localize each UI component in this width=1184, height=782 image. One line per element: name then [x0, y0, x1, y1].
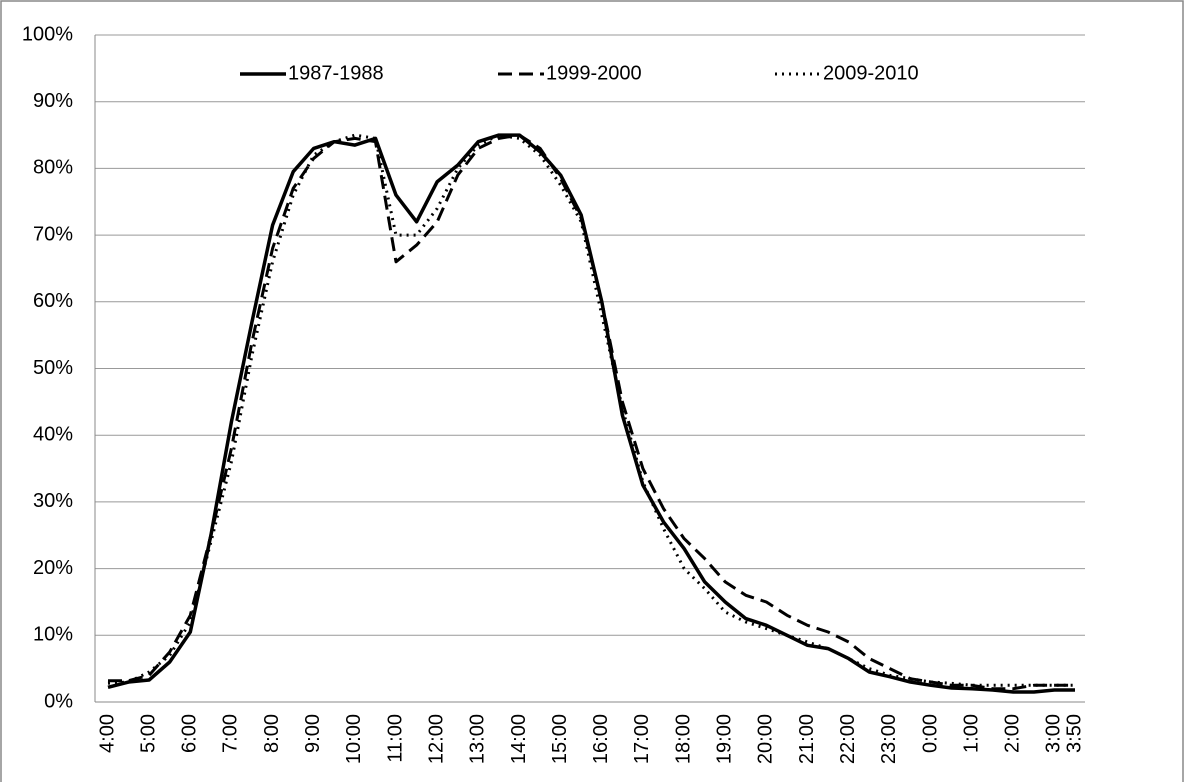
- x-tick-label: 11:00: [384, 714, 406, 763]
- x-tick-label: 4:00: [96, 714, 118, 753]
- x-tick-label: 23:00: [878, 714, 900, 764]
- x-tick-label: 3:50: [1063, 714, 1085, 753]
- x-tick-label: 16:00: [590, 714, 612, 764]
- x-tick-label: 14:00: [508, 714, 530, 764]
- x-tick-label: 18:00: [672, 714, 694, 764]
- y-tick-label: 80%: [33, 157, 73, 179]
- x-tick-label: 1:00: [960, 714, 982, 753]
- y-tick-label: 60%: [33, 290, 73, 312]
- y-tick-label: 10%: [33, 624, 73, 646]
- x-tick-label: 20:00: [755, 714, 777, 764]
- x-tick-label: 6:00: [179, 714, 201, 753]
- x-tick-label: 10:00: [343, 714, 365, 764]
- x-tick-label: 5:00: [137, 714, 159, 753]
- series-line: [108, 133, 1075, 691]
- y-tick-label: 30%: [33, 490, 73, 512]
- y-tick-label: 100%: [22, 23, 73, 45]
- x-tick-label: 21:00: [796, 714, 818, 764]
- y-tick-label: 40%: [33, 423, 73, 445]
- y-tick-label: 90%: [33, 90, 73, 112]
- x-tick-label: 7:00: [220, 714, 242, 753]
- y-tick-label: 20%: [33, 557, 73, 579]
- x-tick-label: 15:00: [549, 714, 571, 764]
- legend-label: 2009-2010: [823, 62, 919, 84]
- x-tick-label: 0:00: [919, 714, 941, 753]
- x-tick-label: 9:00: [302, 714, 324, 753]
- x-tick-label: 8:00: [261, 714, 283, 753]
- x-tick-label: 13:00: [467, 714, 489, 764]
- series-line: [107, 133, 1075, 694]
- legend-label: 1999-2000: [546, 62, 642, 84]
- x-tick-label: 2:00: [1002, 714, 1024, 753]
- y-tick-label: 50%: [33, 357, 73, 379]
- y-tick-label: 0%: [44, 690, 73, 712]
- x-tick-label: 12:00: [425, 714, 447, 764]
- x-tick-label: 19:00: [714, 714, 736, 764]
- x-tick-label: 22:00: [837, 714, 859, 764]
- series-line: [107, 133, 1075, 687]
- x-tick-label: 17:00: [631, 714, 653, 764]
- legend-label: 1987-1988: [288, 62, 384, 84]
- y-tick-label: 70%: [33, 223, 73, 245]
- x-tick-label: 3:00: [1043, 714, 1065, 753]
